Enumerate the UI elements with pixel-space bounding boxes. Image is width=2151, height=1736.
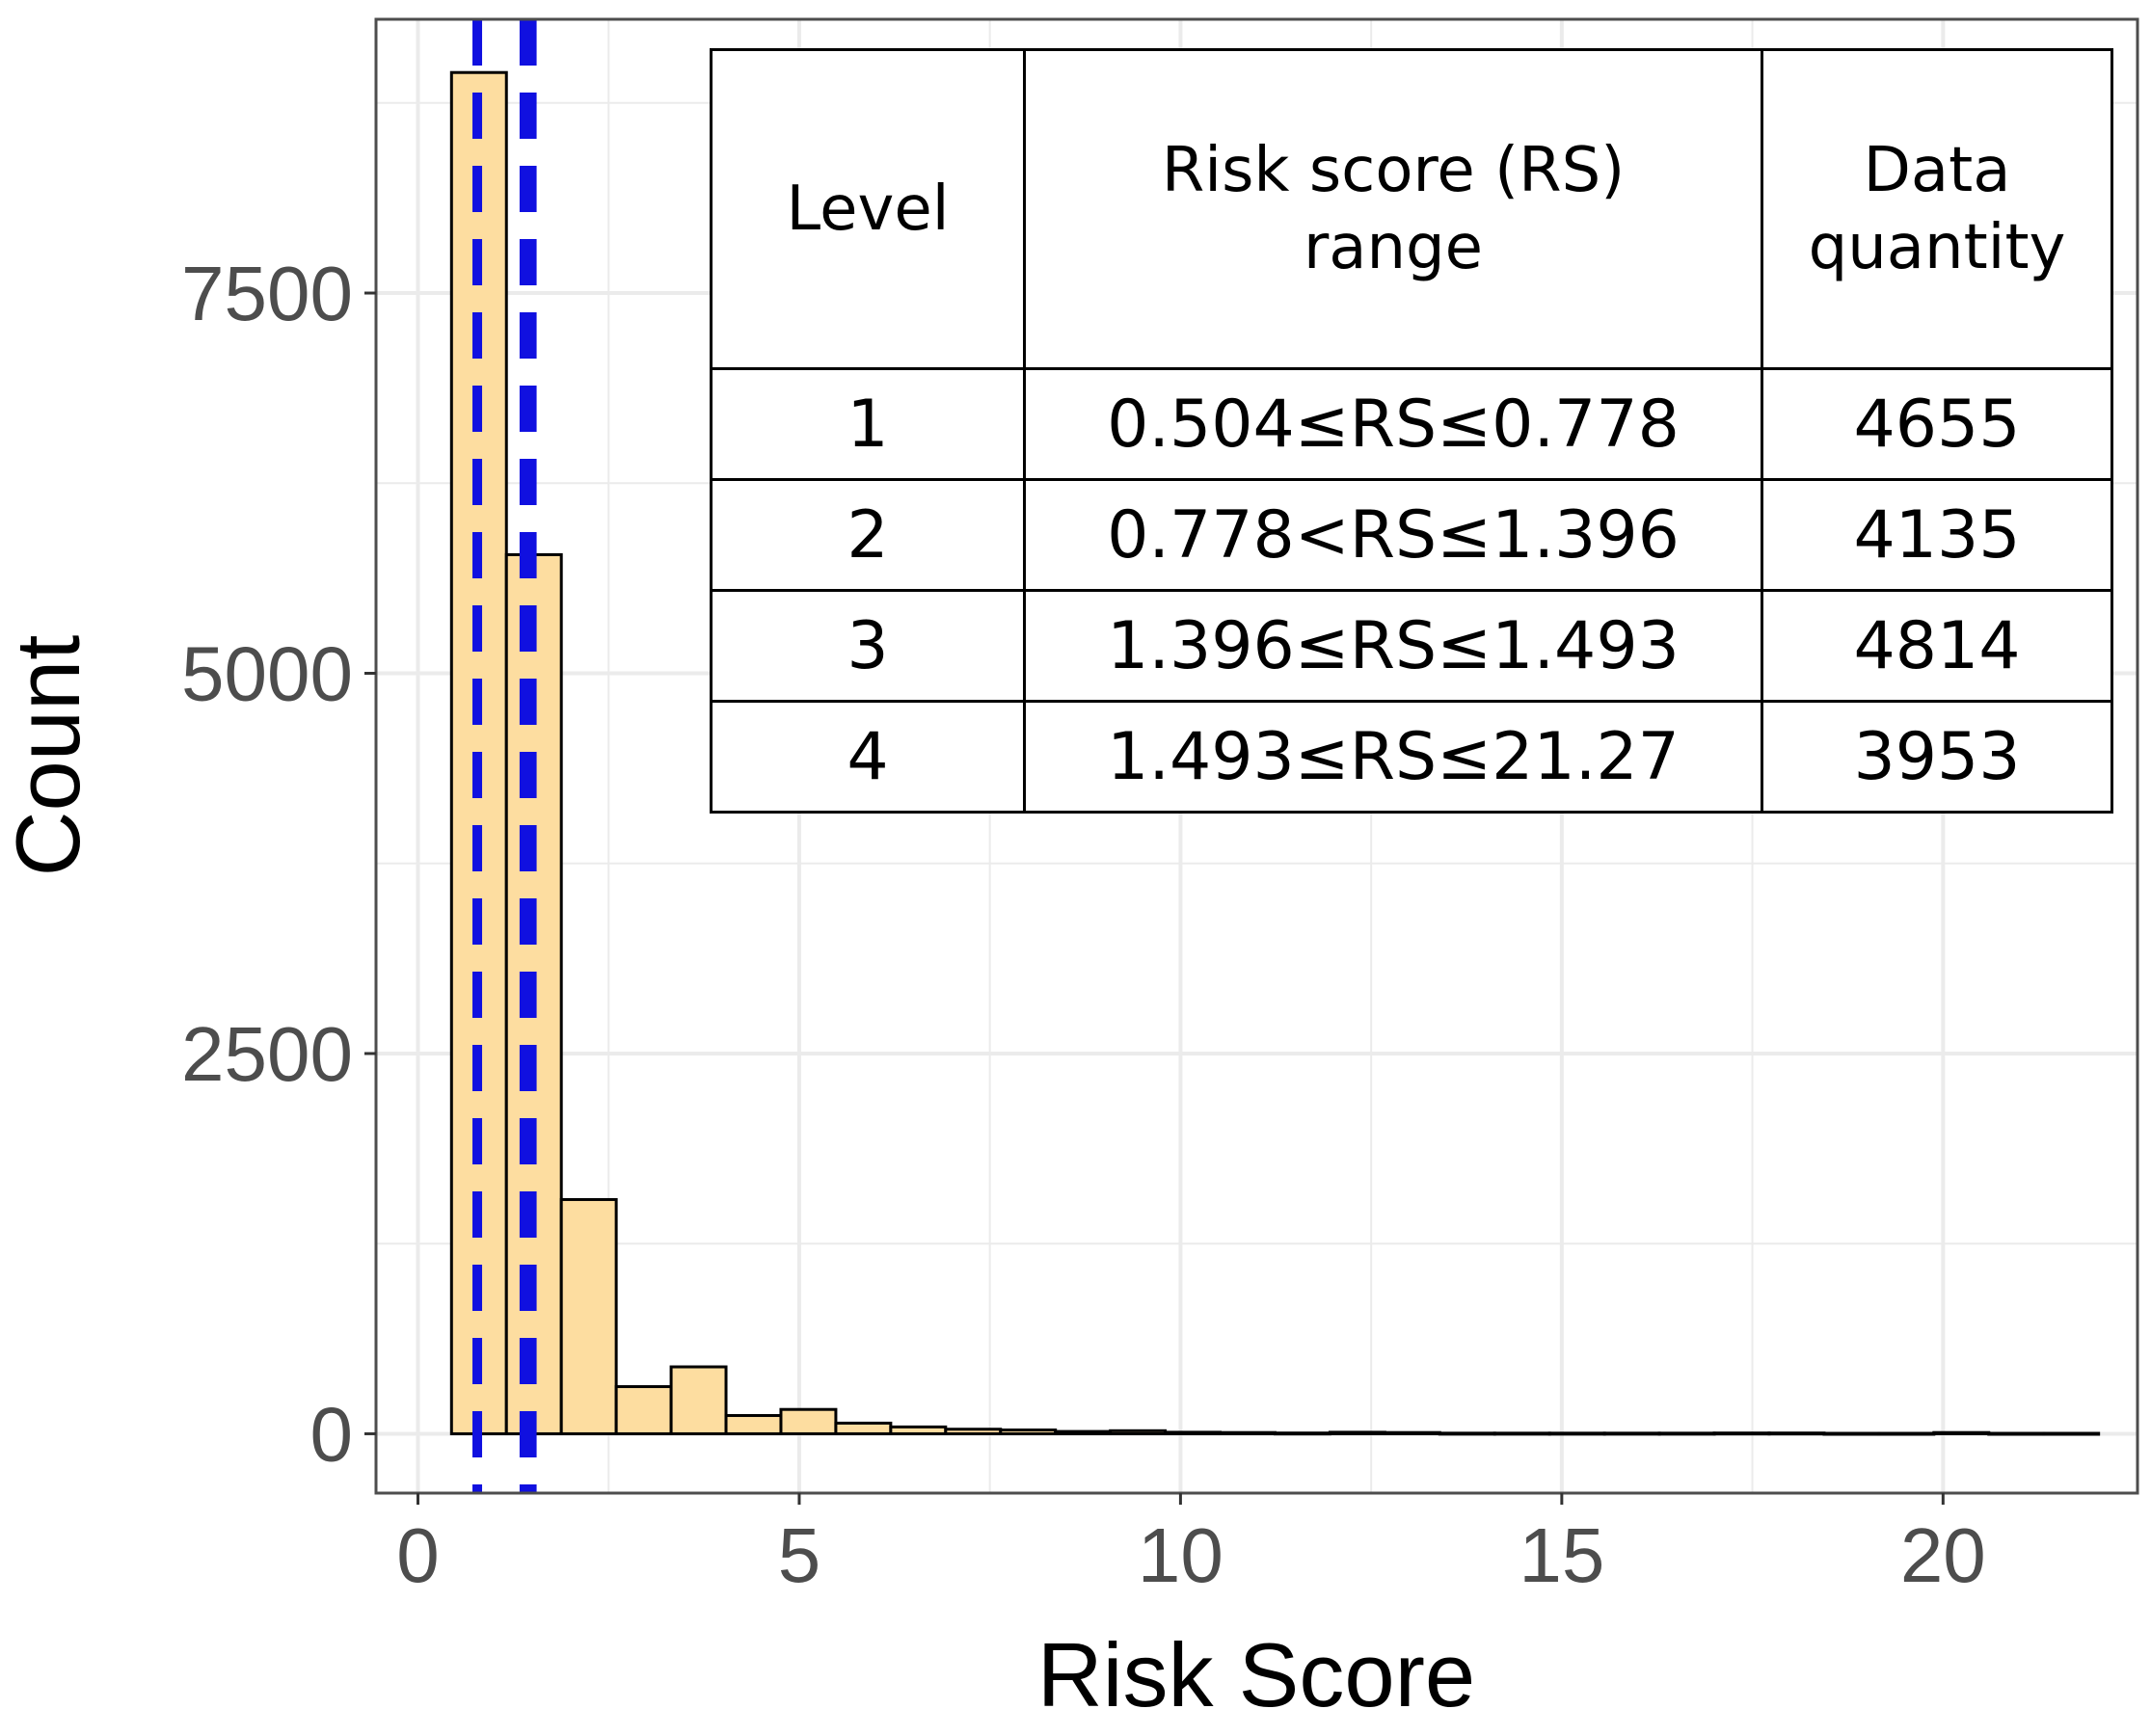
histogram-bar: [999, 1429, 1058, 1435]
histogram-bar: [889, 1425, 948, 1435]
cell-range: 0.504≤RS≤0.778: [1023, 367, 1763, 481]
risk-level-table: Level Risk score (RS) range Data quantit…: [710, 48, 2113, 814]
histogram-bar: [1438, 1431, 1496, 1436]
histogram-bar: [1822, 1431, 1881, 1436]
cell-range: 1.396≤RS≤1.493: [1023, 589, 1763, 703]
cell-range: 0.778<RS≤1.396: [1023, 478, 1763, 592]
histogram-bar: [724, 1414, 783, 1435]
table-row: 2 0.778<RS≤1.396 4135: [710, 478, 2113, 592]
table-header-row: Level Risk score (RS) range Data quantit…: [710, 48, 2113, 370]
table-row: 4 1.493≤RS≤21.27 3953: [710, 700, 2113, 814]
histogram-bar: [1547, 1431, 1606, 1436]
histogram-bar: [559, 1197, 618, 1435]
histogram-bar: [1219, 1430, 1277, 1435]
cell-level: 2: [710, 478, 1026, 592]
header-line: quantity: [1808, 212, 2066, 283]
histogram-bar: [1712, 1431, 1771, 1436]
histogram-bar: [1877, 1431, 1936, 1436]
cell-level: 3: [710, 589, 1026, 703]
y-tick-label: 0: [310, 1391, 354, 1477]
header-line: Level: [786, 174, 950, 245]
cell-quantity: 4655: [1761, 367, 2113, 481]
histogram-bar: [1602, 1431, 1661, 1436]
cell-level: 1: [710, 367, 1026, 481]
header-line: Data: [1863, 135, 2011, 206]
histogram-bar: [1164, 1430, 1223, 1435]
cell-quantity: 4814: [1761, 589, 2113, 703]
y-tick-label: 5000: [181, 631, 353, 717]
cell-level: 4: [710, 700, 1026, 814]
x-tick-label: 0: [396, 1512, 440, 1598]
x-tick-label: 10: [1138, 1512, 1223, 1598]
x-axis-title: Risk Score: [1037, 1624, 1475, 1725]
histogram-bar: [2042, 1431, 2101, 1436]
y-axis-title: Count: [0, 635, 98, 877]
histogram-bar: [1932, 1430, 1991, 1435]
table-row: 1 0.504≤RS≤0.778 4655: [710, 367, 2113, 481]
x-axis: 0 5 10 15 20: [396, 1493, 1986, 1598]
y-tick-label: 7500: [181, 251, 353, 336]
histogram-bar: [1054, 1429, 1113, 1435]
x-tick-label: 20: [1900, 1512, 1986, 1598]
threshold-lines: [472, 19, 537, 1493]
header-rs-range: Risk score (RS) range: [1023, 48, 1763, 370]
histogram-bar: [614, 1385, 673, 1435]
y-axis: 0 2500 5000 7500: [181, 251, 376, 1477]
histogram-bar: [834, 1421, 893, 1435]
histogram-bar: [1492, 1431, 1551, 1436]
histogram-bar: [1767, 1431, 1826, 1436]
histogram-bar: [1273, 1431, 1331, 1436]
header-line: range: [1303, 212, 1484, 283]
header-line: Risk score (RS): [1161, 135, 1626, 206]
header-data-quantity: Data quantity: [1761, 48, 2113, 370]
histogram-bar: [669, 1365, 728, 1435]
x-tick-label: 5: [778, 1512, 821, 1598]
y-tick-label: 2500: [181, 1011, 353, 1097]
cell-quantity: 3953: [1761, 700, 2113, 814]
cell-quantity: 4135: [1761, 478, 2113, 592]
histogram-bar: [944, 1428, 1003, 1435]
histogram-bar: [1328, 1430, 1386, 1435]
histogram-bar: [779, 1407, 838, 1435]
table-row: 3 1.396≤RS≤1.493 4814: [710, 589, 2113, 703]
cell-range: 1.493≤RS≤21.27: [1023, 700, 1763, 814]
x-tick-label: 15: [1519, 1512, 1604, 1598]
histogram-bar: [1987, 1431, 2046, 1436]
histogram-bar: [1109, 1429, 1168, 1435]
histogram-bar: [1383, 1430, 1441, 1435]
header-level: Level: [710, 48, 1026, 370]
histogram-bar: [1657, 1431, 1716, 1436]
plot-panel-border: [374, 17, 2139, 1495]
